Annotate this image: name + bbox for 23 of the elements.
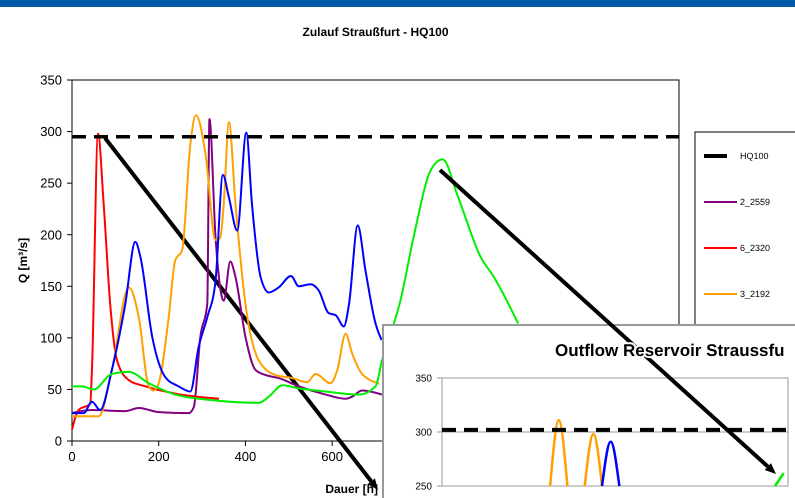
- x-tick-label: 400: [234, 449, 256, 464]
- legend-label: 2_2559: [740, 197, 770, 208]
- y-tick-label: 300: [40, 124, 62, 140]
- x-tick-label: 600: [321, 449, 343, 464]
- legend-label: 6_2320: [740, 243, 770, 254]
- legend-label: HQ100: [740, 151, 769, 162]
- y-axis-title: Q [m³/s]: [16, 238, 30, 284]
- chart-title: Zulauf Straußfurt - HQ100: [302, 25, 449, 39]
- x-tick-label: 200: [148, 449, 170, 464]
- x-tick-label: 0: [68, 449, 76, 464]
- y-tick-label: 350: [415, 374, 432, 384]
- legend-label: 3_2192: [740, 289, 770, 300]
- y-tick-label: 150: [40, 278, 62, 294]
- y-tick-label: 50: [48, 382, 62, 397]
- y-tick-label: 350: [40, 72, 62, 88]
- y-tick-label: 300: [415, 428, 432, 438]
- line-series: [71, 158, 520, 404]
- y-tick-label: 200: [40, 227, 62, 242]
- y-tick-label: 250: [415, 482, 432, 492]
- y-tick-label: 100: [40, 330, 62, 346]
- y-tick-label: 0: [54, 434, 62, 449]
- y-tick-label: 250: [40, 176, 62, 191]
- line-series: [71, 132, 220, 431]
